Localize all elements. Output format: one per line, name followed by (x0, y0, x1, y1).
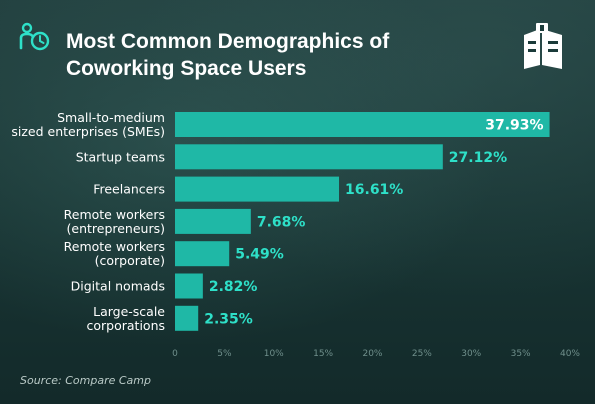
x-tick-label-4: 20% (362, 349, 382, 359)
category-label-3-1: (entrepreneurs) (67, 221, 166, 236)
x-tick-label-7: 35% (511, 349, 531, 359)
bar-5 (175, 273, 203, 299)
value-label-5: 2.82% (209, 279, 258, 295)
category-label-4-0: Remote workers (64, 239, 165, 254)
title-line-2: Coworking Space Users (66, 57, 307, 80)
x-tick-label-1: 5% (217, 349, 232, 359)
value-label-6: 2.35% (204, 311, 253, 327)
category-label-6-0: Large-scale (93, 304, 165, 319)
category-label-0-0: Small-to-medium (57, 110, 165, 125)
category-label-6-1: corporations (87, 318, 166, 333)
chart-title: Most Common Demographics of Coworking Sp… (66, 28, 466, 82)
value-label-3: 7.68% (257, 214, 306, 230)
category-label-0-1: sized enterprises (SMEs) (11, 124, 165, 139)
bar-2 (175, 176, 340, 202)
value-label-4: 5.49% (235, 247, 284, 263)
bar-4 (175, 241, 230, 267)
x-tick-label-8: 40% (560, 349, 580, 359)
category-label-3-0: Remote workers (64, 207, 165, 222)
x-tick-label-5: 25% (412, 349, 432, 359)
bar-1 (175, 144, 443, 170)
bar-3 (175, 208, 251, 234)
category-label-2-0: Freelancers (93, 182, 165, 197)
bar-0 (175, 112, 550, 137)
x-tick-label-3: 15% (313, 349, 333, 359)
x-tick-label-2: 10% (264, 349, 284, 359)
category-label-4-1: (corporate) (95, 253, 165, 268)
value-label-0: 37.93% (485, 118, 543, 134)
person-clock-icon (19, 22, 50, 51)
category-label-5-0: Digital nomads (71, 279, 165, 294)
value-label-1: 27.12% (449, 150, 507, 166)
x-tick-label-6: 30% (461, 349, 481, 359)
category-label-1-0: Startup teams (76, 149, 165, 164)
x-tick-label-0: 0 (172, 349, 178, 359)
value-label-2: 16.61% (345, 182, 403, 198)
brand-logo-icon (524, 23, 562, 69)
source-caption: Source: Compare Camp (20, 374, 151, 387)
bar-6 (175, 305, 199, 331)
title-line-1: Most Common Demographics of (66, 30, 390, 53)
